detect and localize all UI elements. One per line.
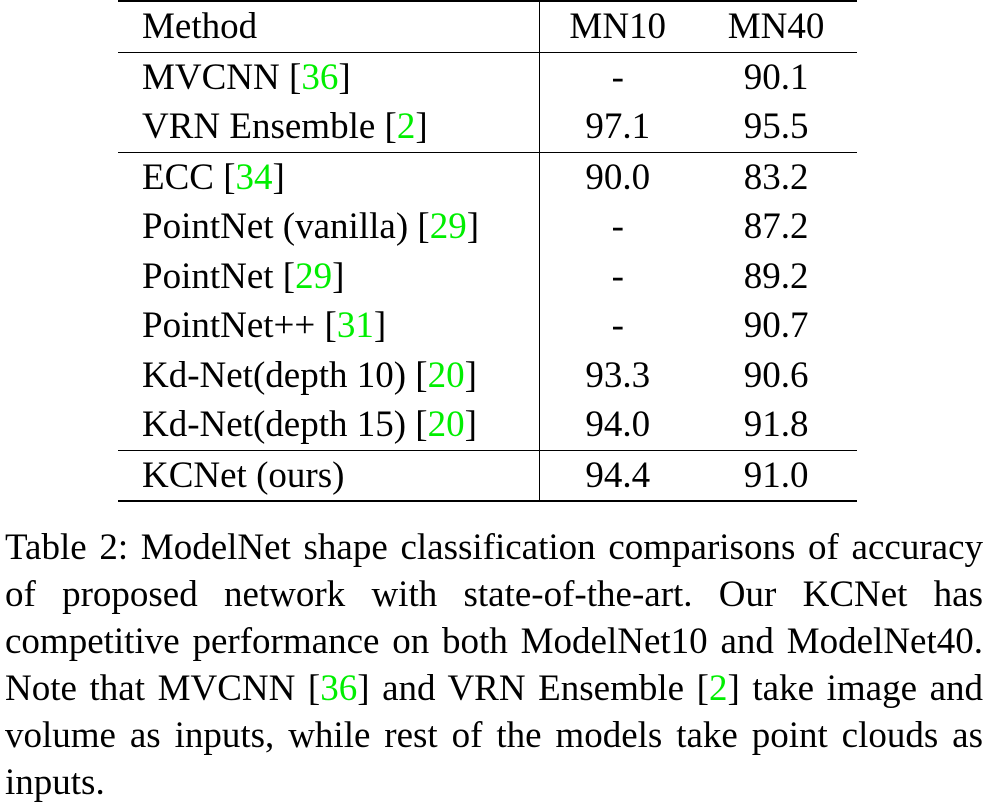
citation-link[interactable]: 20	[427, 404, 465, 446]
mn10-value: -	[539, 301, 696, 351]
mn10-value: -	[539, 251, 696, 301]
table-header-row: Method MN10 MN40	[118, 0, 857, 53]
method-name: PointNet (vanilla) [	[142, 206, 430, 248]
mn40-value: 90.7	[743, 305, 809, 347]
mn10-value: 94.4	[539, 450, 696, 502]
mn10-value: -	[539, 52, 696, 102]
method-cell: PointNet [29]	[142, 255, 345, 297]
table-row: PointNet++ [31] - 90.7	[118, 301, 857, 351]
method-name: ECC [	[142, 156, 236, 198]
mn40-value: 90.6	[743, 354, 809, 396]
citation-link[interactable]: 2	[396, 106, 416, 148]
citation-link[interactable]: 20	[427, 354, 465, 396]
header-mn40: MN40	[695, 0, 857, 53]
method-cell: PointNet (vanilla) [29]	[142, 206, 480, 248]
header-method: Method	[118, 0, 540, 53]
citation-link[interactable]: 2	[708, 668, 728, 709]
method-name: Kd-Net(depth 10) [	[142, 354, 428, 396]
caption-text: Table 2: ModelNet shape classification c…	[5, 527, 983, 709]
mn40-value: 90.1	[743, 56, 809, 98]
table-row: Kd-Net(depth 15) [20] 94.0 91.8	[118, 400, 857, 451]
mn10-value: 90.0	[539, 152, 696, 202]
citation-link[interactable]: 36	[301, 56, 339, 98]
table-row: VRN Ensemble [2] 97.1 95.5	[118, 102, 857, 153]
method-name: PointNet++ [	[142, 305, 337, 347]
table-row: ECC [34] 90.0 83.2	[118, 152, 857, 202]
mn40-value: 91.8	[695, 400, 857, 451]
header-mn10: MN10	[539, 0, 696, 53]
method-name: KCNet (ours)	[142, 454, 345, 496]
citation-link[interactable]: 36	[320, 668, 358, 709]
method-cell: PointNet++ [31]	[142, 305, 387, 347]
method-name: PointNet [	[142, 255, 296, 297]
mn40-value: 95.5	[695, 102, 857, 153]
citation-link[interactable]: 34	[235, 156, 273, 198]
caption-text: ] and VRN Ensemble [	[357, 668, 709, 709]
method-cell: MVCNN [36]	[142, 56, 351, 98]
mn40-value: 91.0	[695, 450, 857, 502]
method-cell: KCNet (ours)	[118, 450, 540, 502]
results-table: Method MN10 MN40 MVCNN [36] - 90.1 VRN E…	[118, 0, 857, 502]
table-row: MVCNN [36] - 90.1	[118, 52, 857, 102]
method-cell: Kd-Net(depth 15) [20]	[118, 400, 540, 451]
mn40-value: 87.2	[743, 206, 809, 248]
method-name: VRN Ensemble [	[142, 106, 397, 148]
citation-link[interactable]: 29	[295, 255, 333, 297]
table-row: PointNet (vanilla) [29] - 87.2	[118, 202, 857, 252]
table-caption: Table 2: ModelNet shape classification c…	[5, 524, 983, 806]
mn40-value: 83.2	[743, 156, 809, 198]
method-cell: ECC [34]	[142, 156, 285, 198]
table-row: PointNet [29] - 89.2	[118, 251, 857, 301]
citation-link[interactable]: 31	[336, 305, 374, 347]
method-cell: VRN Ensemble [2]	[118, 102, 540, 153]
mn10-value: 94.0	[539, 400, 696, 451]
method-cell: Kd-Net(depth 10) [20]	[142, 354, 477, 396]
method-name: Kd-Net(depth 15) [	[142, 404, 428, 446]
table-row: KCNet (ours) 94.4 91.0	[118, 450, 857, 502]
mn40-value: 89.2	[743, 255, 809, 297]
table-row: Kd-Net(depth 10) [20] 93.3 90.6	[118, 350, 857, 400]
method-name: MVCNN [	[142, 56, 302, 98]
mn10-value: -	[539, 202, 696, 252]
citation-link[interactable]: 29	[429, 206, 467, 248]
mn10-value: 93.3	[539, 350, 696, 400]
caption-text: ] take image and volume as inputs, while…	[5, 668, 984, 803]
mn10-value: 97.1	[539, 102, 696, 153]
